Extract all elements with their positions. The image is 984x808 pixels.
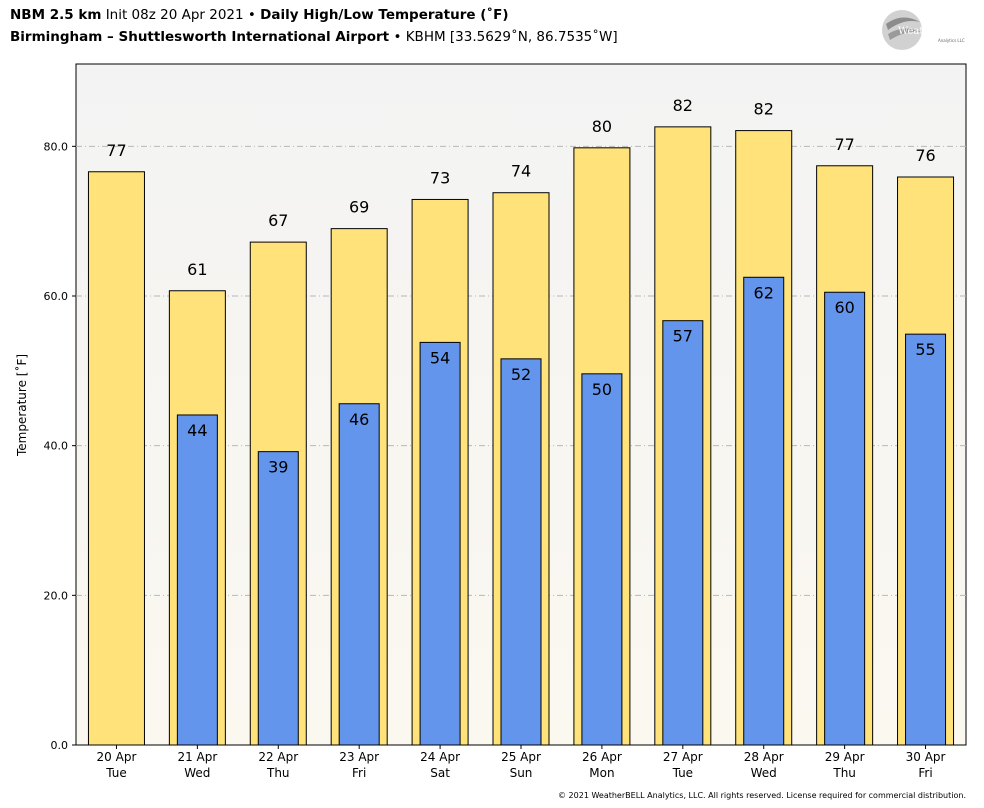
header-bullet-2: • xyxy=(393,29,402,45)
x-tick-date-label: 24 Apr xyxy=(420,750,460,764)
product-title: Daily High/Low Temperature (˚F) xyxy=(260,7,509,23)
high-value-label: 77 xyxy=(106,141,126,160)
header-line-2: Birmingham – Shuttlesworth International… xyxy=(10,26,618,48)
x-tick-day-label: Thu xyxy=(832,766,856,780)
low-value-label: 62 xyxy=(754,283,774,302)
y-tick-label: 60.0 xyxy=(44,290,69,303)
y-axis: 0.0 20.0 40.0 60.0 80.0 xyxy=(44,140,76,752)
low-bar xyxy=(176,414,218,746)
x-tick-date-label: 23 Apr xyxy=(339,750,379,764)
y-axis-label: Temperature [˚F] xyxy=(14,354,29,457)
low-bar xyxy=(338,403,380,746)
x-tick-date-label: 30 Apr xyxy=(906,750,946,764)
copyright-footer: © 2021 WeatherBELL Analytics, LLC. All r… xyxy=(558,791,966,800)
y-tick-label: 0.0 xyxy=(51,739,69,752)
x-tick-day-label: Tue xyxy=(105,766,127,780)
low-value-label: 60 xyxy=(834,298,854,317)
header-line-1: NBM 2.5 km Init 08z 20 Apr 2021 • Daily … xyxy=(10,4,618,26)
low-bar xyxy=(581,373,623,746)
x-axis: 20 Apr Tue 21 Apr Wed 22 Apr Thu 23 Apr Fri 24 A… xyxy=(97,745,946,780)
x-tick-date-label: 22 Apr xyxy=(258,750,298,764)
location-name: Birmingham – Shuttlesworth International… xyxy=(10,29,390,45)
x-tick-day-label: Thu xyxy=(266,766,290,780)
low-value-label: 39 xyxy=(268,458,288,477)
x-tick-day-label: Sun xyxy=(510,766,533,780)
high-bar xyxy=(87,171,145,746)
model-name: NBM 2.5 km xyxy=(10,7,102,23)
low-bar xyxy=(743,276,785,746)
high-value-label: 61 xyxy=(187,260,207,279)
x-tick-date-label: 27 Apr xyxy=(663,750,703,764)
x-tick-date-label: 29 Apr xyxy=(825,750,865,764)
x-tick-date-label: 20 Apr xyxy=(97,750,137,764)
high-value-label: 74 xyxy=(511,162,531,181)
low-bar xyxy=(905,333,947,746)
header-bullet-1: • xyxy=(247,7,256,23)
init-time: Init 08z 20 Apr 2021 xyxy=(105,7,244,23)
x-tick-day-label: Fri xyxy=(918,766,932,780)
x-tick-day-label: Wed xyxy=(184,766,210,780)
x-tick-day-label: Fri xyxy=(352,766,366,780)
high-value-label: 77 xyxy=(834,135,854,154)
high-value-label: 76 xyxy=(915,146,935,165)
low-bars xyxy=(176,276,947,746)
x-tick-date-label: 25 Apr xyxy=(501,750,541,764)
data-labels: 77 61 44 67 39 69 46 73 54 74 52 80 50 82 57 82 62 77 60 76… xyxy=(106,96,935,477)
x-tick-day-label: Mon xyxy=(589,766,614,780)
low-bar xyxy=(257,451,299,746)
high-value-label: 82 xyxy=(754,100,774,119)
x-tick-date-label: 28 Apr xyxy=(744,750,784,764)
high-value-label: 82 xyxy=(673,96,693,115)
low-value-label: 54 xyxy=(430,348,450,367)
logo-text: WeatherBELL xyxy=(898,26,969,37)
low-bar xyxy=(824,291,866,746)
low-value-label: 57 xyxy=(673,327,693,346)
x-tick-day-label: Tue xyxy=(672,766,694,780)
x-tick-date-label: 26 Apr xyxy=(582,750,622,764)
high-value-label: 67 xyxy=(268,211,288,230)
low-value-label: 46 xyxy=(349,410,369,429)
low-value-label: 50 xyxy=(592,380,612,399)
low-value-label: 52 xyxy=(511,365,531,384)
low-bar xyxy=(662,320,704,746)
logo-subtext: Analytics LLC xyxy=(938,38,965,43)
x-tick-day-label: Sat xyxy=(430,766,450,780)
y-tick-label: 20.0 xyxy=(44,589,69,602)
low-value-label: 44 xyxy=(187,421,207,440)
low-bar xyxy=(419,341,461,746)
high-value-label: 73 xyxy=(430,168,450,187)
y-tick-label: 40.0 xyxy=(44,440,69,453)
x-tick-day-label: Wed xyxy=(751,766,777,780)
high-value-label: 69 xyxy=(349,198,369,217)
weatherbell-logo: WeatherBELL Analytics LLC xyxy=(882,10,969,50)
station-info: KBHM [33.5629˚N, 86.7535˚W] xyxy=(405,29,618,45)
low-value-label: 55 xyxy=(915,340,935,359)
chart-header: NBM 2.5 km Init 08z 20 Apr 2021 • Daily … xyxy=(10,4,618,48)
x-tick-date-label: 21 Apr xyxy=(177,750,217,764)
y-tick-label: 80.0 xyxy=(44,140,69,153)
high-value-label: 80 xyxy=(592,117,612,136)
low-bar xyxy=(500,358,542,746)
